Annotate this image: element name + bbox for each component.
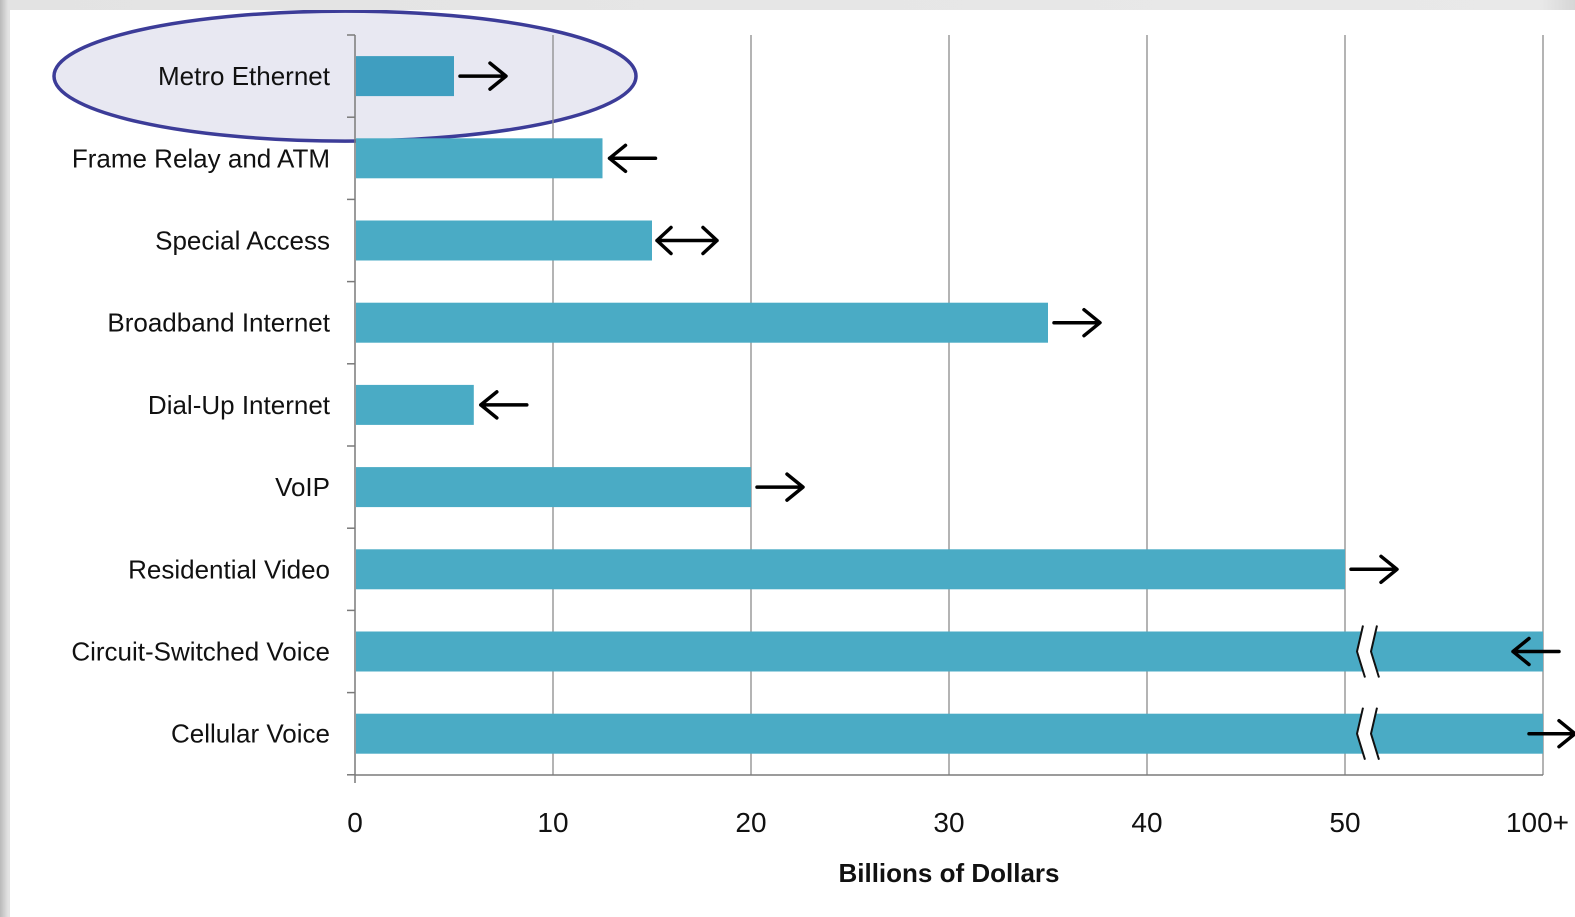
category-label-voip: VoIP	[275, 472, 330, 502]
trend-arrows	[458, 61, 1575, 749]
x-axis-title: Billions of Dollars	[838, 858, 1059, 888]
category-label-broadband-internet: Broadband Internet	[107, 308, 330, 338]
trend-arrow-residential-video	[1349, 554, 1399, 585]
highlight-ellipse	[52, 10, 638, 143]
category-label-dial-up-internet: Dial-Up Internet	[148, 390, 331, 420]
category-label-special-access: Special Access	[155, 226, 330, 256]
category-labels: Metro Ethernet Frame Relay and ATM Special…	[71, 61, 330, 749]
trend-arrow-special-access	[655, 225, 719, 256]
bar-residential-video	[356, 549, 1345, 590]
category-label-frame-relay-and-atm: Frame Relay and ATM	[72, 143, 330, 173]
x-tick-label-0: 0	[347, 807, 363, 838]
bar-special-access	[356, 220, 652, 261]
x-tick-label-20: 20	[735, 807, 766, 838]
bar-metro-ethernet	[356, 56, 454, 97]
trend-arrow-frame-relay-and-atm	[607, 143, 658, 174]
trend-arrow-voip	[755, 472, 805, 502]
category-label-metro-ethernet: Metro Ethernet	[158, 61, 331, 91]
bar-voip	[356, 467, 751, 508]
axis-break-line-right-circuit-switched-voice	[1369, 625, 1380, 678]
x-tick-label-50: 50	[1329, 807, 1360, 838]
trend-arrow-metro-ethernet	[458, 61, 508, 91]
highlight-layer	[52, 10, 638, 143]
category-label-cellular-voice: Cellular Voice	[171, 719, 330, 749]
bar-circuit-switched-voice	[356, 631, 1543, 672]
x-tick-label-30: 30	[933, 807, 964, 838]
bar-broadband-internet	[356, 302, 1048, 343]
trend-arrow-circuit-switched-voice	[1511, 636, 1561, 667]
x-tick-label-100: 100+	[1506, 807, 1569, 838]
trend-arrow-cellular-voice	[1527, 718, 1575, 749]
x-tick-label-10: 10	[537, 807, 568, 838]
trend-arrow-dial-up-internet	[479, 390, 529, 420]
bar-dial-up-internet	[356, 384, 474, 425]
x-tick-label-40: 40	[1131, 807, 1162, 838]
x-axis: 0 10 20 30 40 50 100+ Billions of Dollars	[347, 34, 1569, 888]
category-label-circuit-switched-voice: Circuit-Switched Voice	[71, 637, 330, 667]
bar-cellular-voice	[356, 713, 1543, 754]
revenue-bar-chart: Metro Ethernet Frame Relay and ATM Special…	[52, 10, 1575, 888]
axis-break-line-right-cellular-voice	[1369, 707, 1380, 760]
bars	[356, 56, 1543, 760]
category-label-residential-video: Residential Video	[128, 554, 330, 584]
axis-break-line-left-cellular-voice	[1355, 707, 1366, 760]
chart-panel: Metro Ethernet Frame Relay and ATM Special…	[10, 10, 1575, 917]
bar-frame-relay-and-atm	[356, 138, 603, 179]
trend-arrow-broadband-internet	[1052, 307, 1102, 338]
axis-break-line-left-circuit-switched-voice	[1355, 625, 1366, 678]
